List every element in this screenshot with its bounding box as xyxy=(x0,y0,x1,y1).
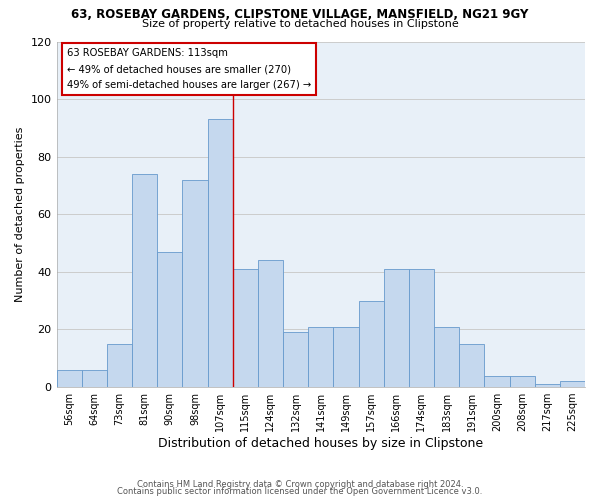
Bar xyxy=(535,384,560,387)
Bar xyxy=(383,269,409,387)
Bar xyxy=(208,120,233,387)
Text: Contains public sector information licensed under the Open Government Licence v3: Contains public sector information licen… xyxy=(118,487,482,496)
Bar xyxy=(359,300,383,387)
Bar xyxy=(308,326,334,387)
Bar xyxy=(132,174,157,387)
Text: Contains HM Land Registry data © Crown copyright and database right 2024.: Contains HM Land Registry data © Crown c… xyxy=(137,480,463,489)
X-axis label: Distribution of detached houses by size in Clipstone: Distribution of detached houses by size … xyxy=(158,437,484,450)
Bar xyxy=(484,376,509,387)
Bar xyxy=(434,326,459,387)
Bar xyxy=(509,376,535,387)
Text: 63, ROSEBAY GARDENS, CLIPSTONE VILLAGE, MANSFIELD, NG21 9GY: 63, ROSEBAY GARDENS, CLIPSTONE VILLAGE, … xyxy=(71,8,529,20)
Bar xyxy=(334,326,359,387)
Y-axis label: Number of detached properties: Number of detached properties xyxy=(15,126,25,302)
Bar xyxy=(157,252,182,387)
Bar xyxy=(56,370,82,387)
Bar xyxy=(459,344,484,387)
Bar xyxy=(82,370,107,387)
Bar xyxy=(233,269,258,387)
Bar xyxy=(107,344,132,387)
Bar xyxy=(258,260,283,387)
Bar xyxy=(182,180,208,387)
Bar xyxy=(283,332,308,387)
Text: 63 ROSEBAY GARDENS: 113sqm
← 49% of detached houses are smaller (270)
49% of sem: 63 ROSEBAY GARDENS: 113sqm ← 49% of deta… xyxy=(67,48,311,90)
Bar xyxy=(560,382,585,387)
Text: Size of property relative to detached houses in Clipstone: Size of property relative to detached ho… xyxy=(142,19,458,29)
Bar xyxy=(409,269,434,387)
